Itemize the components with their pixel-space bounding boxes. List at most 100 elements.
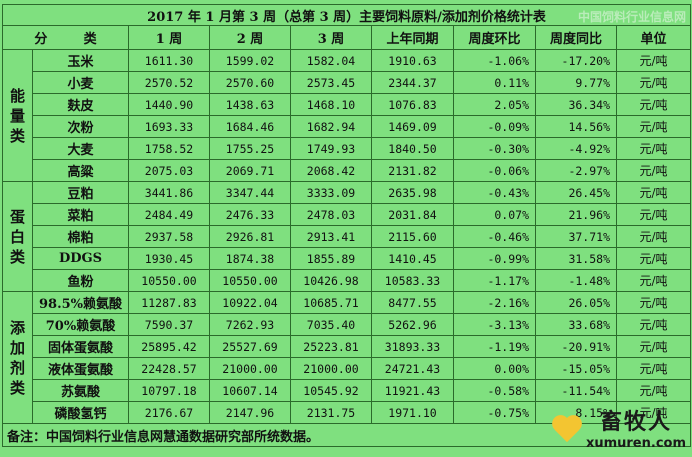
cell-wow: 0.11% xyxy=(453,71,536,94)
cell-w2: 25527.69 xyxy=(209,335,291,358)
table-row: 液体蛋氨酸 22428.57 21000.00 21000.00 24721.43 0.0… xyxy=(3,357,692,380)
cell-w1: 1693.33 xyxy=(128,115,210,138)
cell-unit: 元/吨 xyxy=(615,181,692,204)
item-name: 豆粕 xyxy=(32,181,129,204)
cell-w3: 1468.10 xyxy=(290,93,372,116)
item-name: 磷酸氢钙 xyxy=(32,401,129,424)
cell-w3: 2478.03 xyxy=(290,203,372,226)
cell-wow: -0.43% xyxy=(453,181,536,204)
item-name: 次粉 xyxy=(32,115,129,138)
table-row: 次粉 1693.33 1684.46 1682.94 1469.09 -0.09% 14.5… xyxy=(3,115,692,138)
header-wow: 周度环比 xyxy=(453,25,536,50)
cell-w1: 2570.52 xyxy=(128,71,210,94)
header-week1: 1 周 xyxy=(128,25,210,50)
cell-w3: 2131.75 xyxy=(290,401,372,424)
header-yoy: 周度同比 xyxy=(535,25,617,50)
table-row: DDGS 1930.45 1874.38 1855.89 1410.45 -0.99% 31… xyxy=(3,247,692,270)
cell-ly: 31893.33 xyxy=(371,335,454,358)
cell-yoy: 14.56% xyxy=(535,115,617,138)
cell-w2: 1599.02 xyxy=(209,49,291,72)
cell-unit: 元/吨 xyxy=(615,93,692,116)
cell-w2: 1755.25 xyxy=(209,137,291,160)
cell-w2: 2147.96 xyxy=(209,401,291,424)
heart-logo-icon xyxy=(550,414,584,442)
item-name: 玉米 xyxy=(32,49,129,72)
cell-unit: 元/吨 xyxy=(615,49,692,72)
cell-ly: 1971.10 xyxy=(371,401,454,424)
cell-yoy: -17.20% xyxy=(535,49,617,72)
item-name: 98.5%赖氨酸 xyxy=(32,291,129,314)
header-unit: 单位 xyxy=(615,25,692,50)
cell-yoy: -20.91% xyxy=(535,335,617,358)
cell-yoy: -4.92% xyxy=(535,137,617,160)
cell-w2: 10607.14 xyxy=(209,379,291,402)
table-row: 固体蛋氨酸 25895.42 25527.69 25223.81 31893.33 -1.… xyxy=(3,335,692,358)
cell-w3: 2573.45 xyxy=(290,71,372,94)
cell-ly: 11921.43 xyxy=(371,379,454,402)
cell-w3: 7035.40 xyxy=(290,313,372,336)
cell-wow: -0.75% xyxy=(453,401,536,424)
cell-wow: -2.16% xyxy=(453,291,536,314)
cell-w2: 10922.04 xyxy=(209,291,291,314)
item-name: 鱼粉 xyxy=(32,269,129,292)
cell-unit: 元/吨 xyxy=(615,137,692,160)
cell-unit: 元/吨 xyxy=(615,269,692,292)
cell-w2: 1684.46 xyxy=(209,115,291,138)
header-week2: 2 周 xyxy=(209,25,291,50)
cell-w2: 2926.81 xyxy=(209,225,291,248)
price-table: 2017 年 1 月第 3 周（总第 3 周）主要饲料原料/添加剂价格统计表 分… xyxy=(1,4,692,447)
cell-ly: 1410.45 xyxy=(371,247,454,270)
cell-w1: 25895.42 xyxy=(128,335,210,358)
table-row: 小麦 2570.52 2570.60 2573.45 2344.37 0.11% 9.77%… xyxy=(3,71,692,94)
cell-unit: 元/吨 xyxy=(615,357,692,380)
item-name: 棉粕 xyxy=(32,225,129,248)
cell-wow: 2.05% xyxy=(453,93,536,116)
cell-w1: 7590.37 xyxy=(128,313,210,336)
cell-yoy: 31.58% xyxy=(535,247,617,270)
table-row: 棉粕 2937.58 2926.81 2913.41 2115.60 -0.46% 37.7… xyxy=(3,225,692,248)
cell-w3: 2068.42 xyxy=(290,159,372,182)
cell-wow: -1.17% xyxy=(453,269,536,292)
cell-w2: 7262.93 xyxy=(209,313,291,336)
cell-w2: 3347.44 xyxy=(209,181,291,204)
table-row: 菜粕 2484.49 2476.33 2478.03 2031.84 0.07% 21.96… xyxy=(3,203,692,226)
cell-wow: -1.06% xyxy=(453,49,536,72)
cell-wow: -1.19% xyxy=(453,335,536,358)
cell-ly: 1076.83 xyxy=(371,93,454,116)
cell-w2: 21000.00 xyxy=(209,357,291,380)
cell-yoy: 37.71% xyxy=(535,225,617,248)
watermark-brand: 畜牧人 xyxy=(599,409,672,435)
item-name: 固体蛋氨酸 xyxy=(32,335,129,358)
cell-w1: 2176.67 xyxy=(128,401,210,424)
cell-unit: 元/吨 xyxy=(615,291,692,314)
cell-yoy: 26.45% xyxy=(535,181,617,204)
cell-ly: 1910.63 xyxy=(371,49,454,72)
item-name: DDGS xyxy=(32,247,129,270)
cell-w2: 1438.63 xyxy=(209,93,291,116)
cell-w3: 10426.98 xyxy=(290,269,372,292)
cell-ly: 2635.98 xyxy=(371,181,454,204)
cell-ly: 10583.33 xyxy=(371,269,454,292)
table-row: 添 加 剂 类 98.5%赖氨酸 11287.83 10922.04 10685.71 8… xyxy=(2,291,692,424)
cell-ly: 8477.55 xyxy=(371,291,454,314)
cell-unit: 元/吨 xyxy=(615,247,692,270)
cell-unit: 元/吨 xyxy=(615,313,692,336)
table-row: 能 量 类玉米 1611.30 1599.02 1582.04 1910.63 -1.06… xyxy=(2,49,692,182)
header-row: 分 类 1 周 2 周 3 周 上年同期 周度环比 周度同比 单位 xyxy=(2,25,692,50)
cell-ly: 24721.43 xyxy=(371,357,454,380)
cell-yoy: 33.68% xyxy=(535,313,617,336)
cell-w1: 3441.86 xyxy=(128,181,210,204)
cell-w1: 22428.57 xyxy=(128,357,210,380)
cell-w1: 10550.00 xyxy=(128,269,210,292)
cell-yoy: -1.48% xyxy=(535,269,617,292)
cell-w2: 1874.38 xyxy=(209,247,291,270)
cell-w1: 1611.30 xyxy=(128,49,210,72)
header-week3: 3 周 xyxy=(290,25,372,50)
item-name: 小麦 xyxy=(32,71,129,94)
cell-yoy: -11.54% xyxy=(535,379,617,402)
cell-w2: 2476.33 xyxy=(209,203,291,226)
item-name: 高粱 xyxy=(32,159,129,182)
cell-wow: -0.30% xyxy=(453,137,536,160)
cell-w3: 10685.71 xyxy=(290,291,372,314)
cell-w1: 1758.52 xyxy=(128,137,210,160)
